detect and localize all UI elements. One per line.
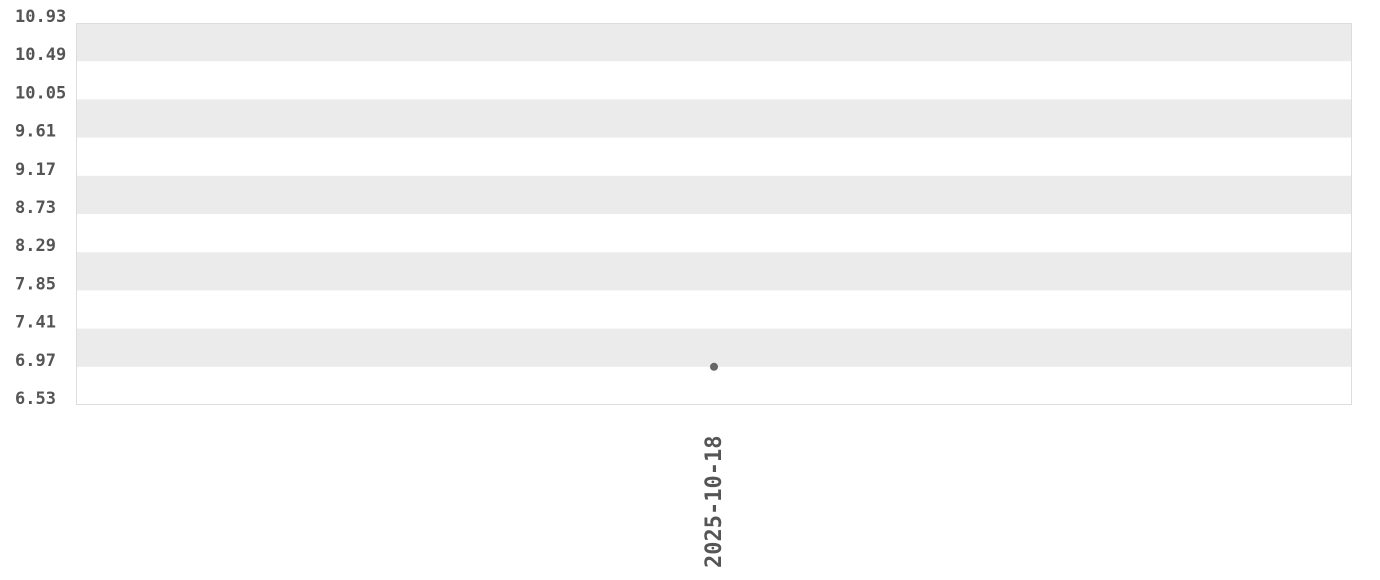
y-tick-label: 7.85 xyxy=(15,274,56,294)
y-tick-label: 9.61 xyxy=(15,122,56,142)
y-tick-label: 9.17 xyxy=(15,160,56,180)
y-tick-label: 7.41 xyxy=(15,313,56,333)
y-tick-label: 8.73 xyxy=(15,198,56,218)
grid-band xyxy=(76,23,1352,62)
y-tick-label: 6.53 xyxy=(15,389,56,409)
y-tick-label: 10.05 xyxy=(15,83,66,103)
plot-border xyxy=(76,23,1352,405)
y-tick-label: 8.29 xyxy=(15,236,56,256)
y-tick-label: 6.97 xyxy=(15,351,56,371)
y-tick-label: 10.49 xyxy=(15,45,66,65)
x-tick-label: 2025-10-18 xyxy=(702,436,727,568)
grid-band xyxy=(76,175,1352,214)
data-point xyxy=(710,362,718,371)
grid-band xyxy=(76,328,1352,367)
grid-band xyxy=(76,252,1352,291)
y-tick-label: 10.93 xyxy=(15,7,66,27)
grid-band xyxy=(76,99,1352,138)
